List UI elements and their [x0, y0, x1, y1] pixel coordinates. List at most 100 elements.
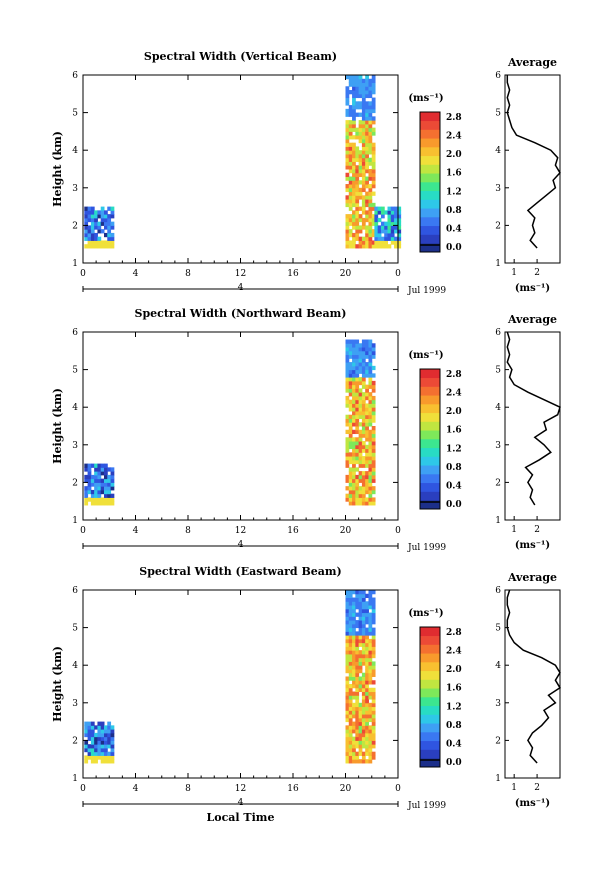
x-tick-label: 12	[235, 269, 246, 279]
heatmap-cell	[371, 751, 376, 756]
x-tick-label: 0	[80, 526, 86, 536]
heatmap-cell	[371, 180, 376, 185]
heatmap-cell	[345, 620, 350, 625]
heatmap-cell	[84, 489, 89, 495]
heatmap-cell	[352, 653, 356, 659]
heatmap-cell	[371, 414, 376, 419]
heatmap-cell	[348, 444, 353, 450]
heatmap-cell	[348, 373, 353, 378]
heatmap-cell	[371, 501, 376, 506]
heatmap-cell	[355, 75, 360, 80]
heatmap-cell	[371, 661, 376, 666]
heatmap-cell	[84, 493, 89, 498]
heatmap-cell	[368, 459, 373, 465]
heatmap-cell	[345, 131, 350, 136]
heatmap-cell	[384, 240, 388, 245]
heatmap-cell	[365, 612, 369, 617]
heatmap-cell	[97, 236, 102, 241]
heatmap-cell	[361, 369, 366, 374]
heatmap-cell	[368, 497, 373, 502]
heatmap-cell	[345, 601, 350, 606]
heatmap-cell	[352, 169, 356, 174]
heatmap-cell	[358, 687, 363, 693]
heatmap-cell	[361, 623, 366, 629]
heatmap-cell	[104, 471, 108, 476]
x-tick-label: 20	[340, 784, 352, 794]
y-axis-label: Height (km)	[51, 646, 64, 722]
heatmap-cell	[100, 229, 105, 234]
heatmap-cell	[97, 755, 102, 760]
heatmap-cell	[358, 729, 363, 734]
heatmap-cell	[355, 590, 360, 595]
heatmap-cell	[365, 459, 369, 465]
heatmap-cell	[365, 392, 369, 397]
heatmap-cell	[87, 229, 92, 234]
heatmap-cell	[352, 112, 356, 117]
heatmap-cell	[348, 605, 353, 610]
heatmap-cell	[365, 653, 369, 659]
heatmap-cell	[361, 123, 366, 129]
heatmap-cell	[348, 384, 353, 389]
heatmap-cell	[365, 131, 369, 136]
heatmap-cell	[348, 105, 353, 110]
heatmap-cell	[358, 702, 363, 708]
heatmap-cell	[365, 199, 369, 204]
heatmap-cell	[352, 612, 356, 617]
heatmap-cell	[94, 463, 98, 468]
heatmap-cell	[87, 232, 92, 238]
heatmap-cell	[374, 225, 379, 230]
colorbar-swatch	[420, 199, 440, 209]
heatmap-cell	[358, 612, 363, 617]
heatmap-cell	[355, 418, 360, 423]
heatmap-cell	[361, 161, 366, 166]
heatmap-cell	[371, 687, 376, 693]
heatmap-cell	[368, 493, 373, 498]
heatmap-cell	[377, 210, 382, 215]
heatmap-cell	[107, 721, 112, 726]
heatmap-cell	[368, 229, 373, 234]
x-tick-label: 0	[395, 269, 401, 279]
heatmap-cell	[361, 759, 366, 764]
heatmap-cell	[368, 691, 373, 696]
heatmap-cell	[371, 441, 376, 446]
heatmap-cell	[365, 225, 369, 230]
heatmap-cell	[358, 93, 363, 99]
heatmap-cell	[371, 620, 376, 625]
heatmap-cell	[387, 229, 392, 234]
heatmap-cell	[355, 384, 360, 389]
heatmap-cell	[352, 410, 356, 416]
heatmap-cell	[348, 347, 353, 352]
heatmap-cell	[348, 232, 353, 238]
heatmap-cell	[358, 172, 363, 178]
heatmap-cell	[390, 221, 395, 226]
heatmap-cell	[361, 650, 366, 655]
heatmap-cell	[97, 493, 102, 498]
heatmap-cell	[368, 120, 373, 125]
heatmap-cell	[348, 78, 353, 84]
heatmap-cell	[107, 493, 112, 498]
heatmap-cell	[365, 388, 369, 393]
heatmap-cell	[361, 672, 366, 677]
heatmap-cell	[361, 714, 366, 719]
heatmap-cell	[365, 169, 369, 174]
heatmap-cell	[87, 471, 92, 476]
heatmap-cell	[394, 210, 398, 215]
heatmap-cell	[352, 642, 356, 647]
heatmap-cell	[365, 369, 369, 374]
heatmap-cell	[361, 362, 366, 367]
heatmap-cell	[104, 210, 108, 215]
heatmap-cell	[358, 608, 363, 614]
heatmap-cell	[365, 138, 369, 144]
heatmap-cell	[365, 229, 369, 234]
profile-y-tick-label: 6	[495, 71, 501, 81]
heatmap-cell	[352, 627, 356, 632]
heatmap-cell	[355, 721, 360, 726]
heatmap-cell	[348, 497, 353, 502]
heatmap-cell	[348, 456, 353, 461]
heatmap-cell	[104, 493, 108, 498]
heatmap-cell	[397, 229, 402, 234]
heatmap-cell	[355, 620, 360, 625]
heatmap-cell	[365, 153, 369, 159]
heatmap-cell	[371, 105, 376, 110]
heatmap-cell	[348, 127, 353, 132]
